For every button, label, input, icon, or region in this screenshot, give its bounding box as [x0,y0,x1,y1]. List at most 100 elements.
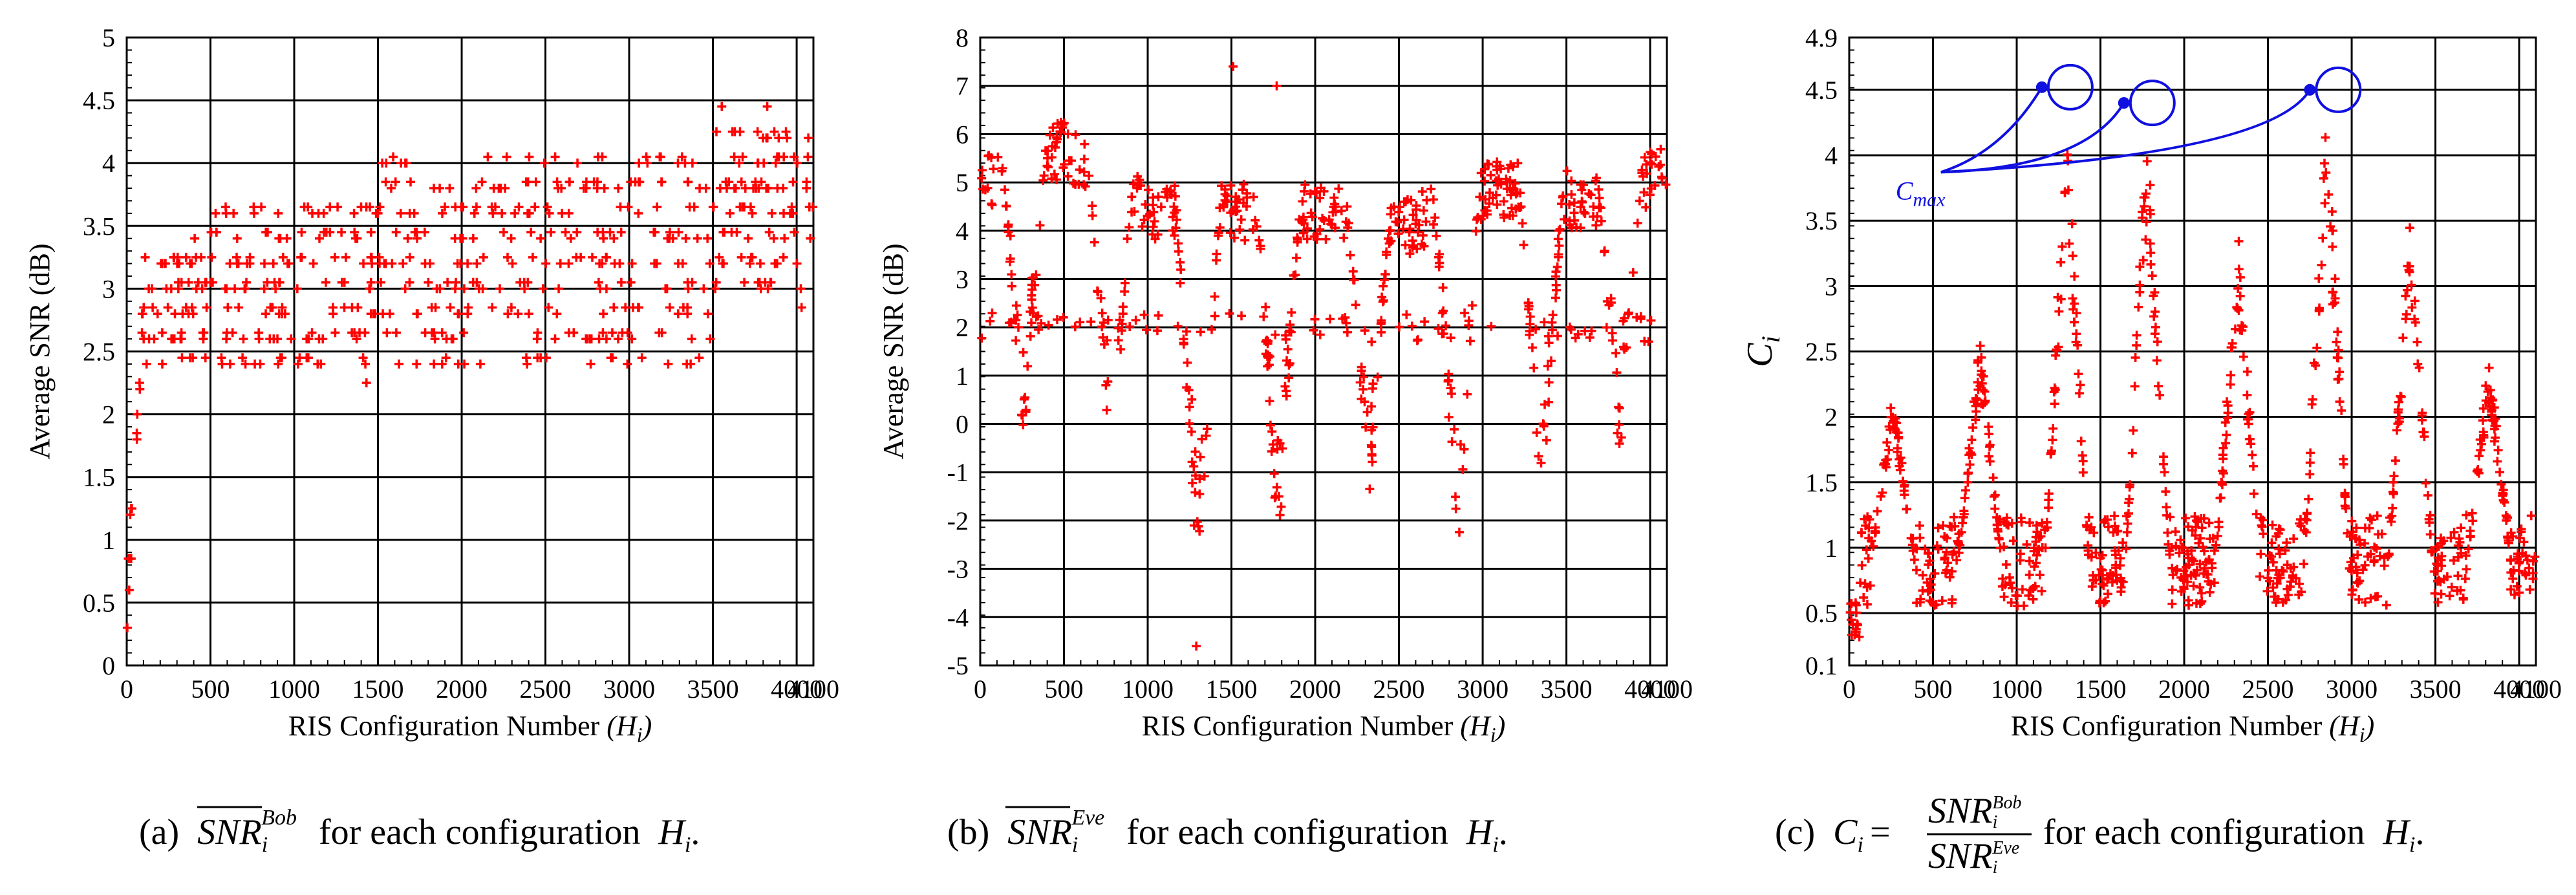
data-point [1285,358,1294,368]
data-point [1360,326,1369,336]
data-point [2205,587,2215,597]
data-point [1496,164,1506,174]
data-point [1152,326,1162,336]
data-point [1048,123,1058,133]
data-point [2305,458,2315,468]
data-point [1607,329,1617,338]
data-point [1357,394,1366,404]
data-point [1190,488,1200,497]
data-point [2398,333,2408,343]
data-point [2372,511,2382,521]
data-point [2008,536,2018,546]
x-tick-label: 0 [120,674,133,704]
data-point [1964,468,1973,478]
data-point [1315,330,1325,340]
data-point [2037,586,2046,596]
data-point [772,259,782,268]
data-point [1117,319,1127,329]
data-point [1367,402,1377,411]
data-point [2340,491,2350,501]
data-point [333,202,343,212]
data-point [380,259,389,268]
data-point [274,208,283,218]
data-point [564,328,574,338]
data-point [303,353,313,363]
data-point [641,152,651,162]
data-point [2475,435,2485,444]
data-point [1154,310,1163,320]
data-point [2407,280,2416,290]
data-point [1011,316,1021,325]
data-point [1330,199,1340,209]
data-point [1402,310,1411,319]
data-point [437,359,447,369]
data-point [1326,314,1335,324]
data-point [1896,453,1905,462]
data-point [1275,510,1285,520]
data-point [2116,573,2125,583]
data-point [403,233,413,243]
data-point [508,259,517,268]
data-point [1000,185,1010,195]
data-point [588,252,597,262]
data-point [796,284,806,294]
data-point [699,284,709,294]
data-point [802,184,811,193]
data-point [1656,160,1666,169]
data-point [1192,642,1201,651]
data-point [729,152,739,162]
data-point [744,233,753,243]
data-point [1005,253,1015,263]
svg-text:(b) SNRiEve for ea: (b) SNRiEve for each configuration Hi. [947,793,1508,857]
data-point [1869,541,1878,551]
data-point [381,177,391,187]
data-point [1990,504,2000,513]
data-point [275,233,285,243]
data-point [420,228,429,237]
data-point [1170,231,1179,241]
data-point [2183,550,2193,559]
x-tick-label: 2000 [1289,674,1341,704]
data-point [217,359,227,369]
data-point [1971,407,1981,416]
x-axis-label: RIS Configuration Number (Hi) [288,710,652,746]
data-point [1637,165,1647,175]
data-point [1298,197,1307,206]
data-point [2070,272,2079,281]
data-point [2187,526,2197,535]
data-point [1196,327,1205,337]
data-point [523,277,533,287]
data-point [2091,548,2101,557]
data-point [2343,528,2352,538]
data-point [753,158,763,168]
data-point [283,259,292,268]
data-point [350,328,360,338]
data-point [531,177,541,187]
data-point [1063,171,1073,181]
data-point [2407,303,2417,312]
y-tick-label: -5 [947,651,969,680]
data-point [2333,327,2343,337]
data-point [1294,215,1304,224]
data-point [2179,582,2189,592]
data-point [2056,294,2066,304]
data-point [2028,594,2038,604]
data-point [1201,431,1211,440]
data-point [1185,418,1194,428]
data-point [2360,561,2370,570]
data-point [977,333,987,343]
data-point [2189,556,2198,566]
data-point [471,184,481,193]
data-point [1265,420,1275,430]
data-point [1519,240,1529,250]
data-point [358,353,368,363]
data-point [2365,513,2375,523]
data-point [1084,171,1094,180]
data-point [1059,118,1069,128]
data-point [1596,216,1606,226]
data-point [2396,392,2406,402]
data-point [1539,420,1549,430]
data-point [1088,201,1097,211]
data-point [2145,180,2155,190]
